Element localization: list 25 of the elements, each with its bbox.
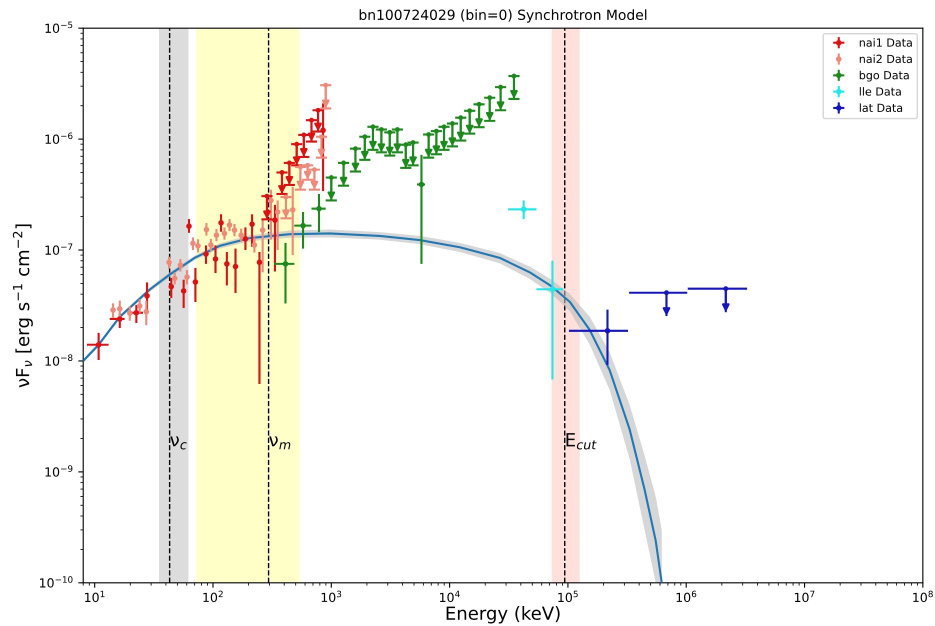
ref-line-label: ν$_{c}$ [170, 436, 187, 450]
chart-title: bn100724029 (bin=0) Synchrotron Model [360, 9, 646, 23]
legend-label: lle Data [860, 87, 901, 96]
legend-label: lat Data [860, 103, 902, 112]
x-tick-label: 10$^{6}$ [676, 590, 696, 602]
y-tick-label: 10$^{−8}$ [45, 354, 72, 366]
legend-label: bgo Data [860, 70, 909, 82]
x-tick-label: 10$^{3}$ [322, 590, 342, 602]
x-tick-label: 10$^{5}$ [558, 590, 578, 602]
y-tick-label: 10$^{−9}$ [45, 465, 72, 477]
ref-line-label: ν$_{m}$ [269, 436, 290, 450]
y-tick-label: 10$^{−6}$ [45, 132, 72, 144]
x-tick-label: 10$^{7}$ [794, 590, 814, 602]
x-tick-label: 10$^{1}$ [85, 590, 104, 602]
y-tick-label: 10$^{−7}$ [45, 244, 72, 255]
legend-label: nai2 Data [860, 54, 912, 64]
x-tick-label: 10$^{4}$ [440, 590, 460, 602]
x-tick-label: 10$^{2}$ [203, 590, 223, 602]
y-tick-label: 10$^{−5}$ [45, 22, 72, 34]
y-axis-title: νF$_{ν}$ [erg s$^{−1}$ cm$^{−2}$] [12, 224, 33, 388]
x-tick-label: 10$^{8}$ [913, 590, 933, 602]
y-tick-label: 10$^{−10}$ [40, 576, 73, 588]
legend-label: nai1 Data [860, 38, 912, 47]
ref-line-label: E$_{cut}$ [566, 433, 597, 450]
x-axis-title: Energy (keV) [446, 606, 560, 624]
